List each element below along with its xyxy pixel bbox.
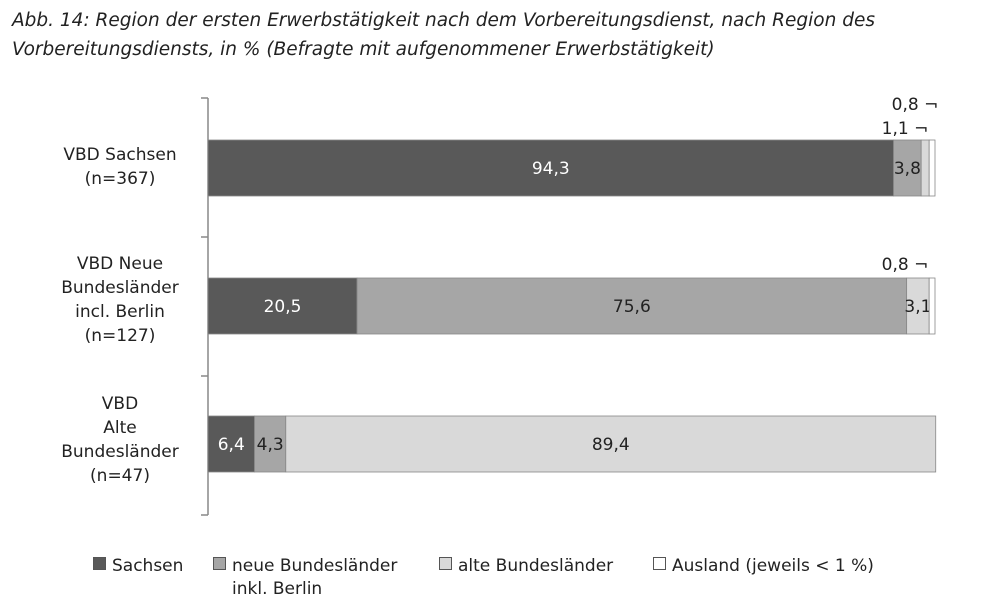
legend-label-line: neue Bundesländer bbox=[232, 556, 398, 576]
legend-item: Ausland (jeweils < 1 %) bbox=[653, 555, 874, 578]
category-label-line: (n=367) bbox=[84, 169, 156, 189]
category-label-line: Bundesländer bbox=[61, 442, 179, 462]
category-label-line: incl. Berlin bbox=[75, 302, 165, 322]
legend-swatch bbox=[213, 557, 226, 570]
data-label: 6,4 bbox=[218, 435, 245, 455]
legend-label: alte Bundesländer bbox=[458, 555, 613, 578]
bar-segment bbox=[928, 277, 936, 335]
category-label-line: Bundesländer bbox=[61, 278, 179, 298]
legend-label-line: alte Bundesländer bbox=[458, 556, 614, 576]
chart-title: Abb. 14: Region der ersten Erwerbstätigk… bbox=[12, 10, 875, 60]
legend-swatch bbox=[653, 557, 666, 570]
legend-swatch bbox=[93, 557, 106, 570]
bar-segment bbox=[207, 139, 894, 197]
bar-segment bbox=[285, 415, 937, 473]
category-label-line: VBD Sachsen bbox=[63, 145, 177, 165]
data-label: 89,4 bbox=[592, 435, 630, 455]
data-label: 3,8 bbox=[894, 159, 921, 179]
legend-label-line: Sachsen bbox=[112, 556, 184, 576]
data-label: 4,3 bbox=[257, 435, 284, 455]
data-label: 75,6 bbox=[613, 297, 651, 317]
data-label-callout: 0,8 ¬ bbox=[892, 95, 939, 115]
category-label-line: (n=47) bbox=[90, 466, 150, 486]
data-label-callout: 1,1 ¬ bbox=[882, 119, 929, 139]
category-label-line: Alte bbox=[103, 418, 137, 438]
category-label-line: VBD bbox=[101, 394, 139, 414]
bar-segment bbox=[207, 415, 255, 473]
category-label-line: (n=127) bbox=[84, 326, 156, 346]
category-label: VBD Sachsen (n=367) bbox=[35, 143, 205, 191]
bar-segment bbox=[920, 139, 930, 197]
legend-label-line: Ausland (jeweils < 1 %) bbox=[672, 556, 874, 576]
legend-swatch bbox=[439, 557, 452, 570]
category-label: VBD Neue Bundesländer incl. Berlin (n=127) bbox=[35, 252, 205, 348]
category-label: VBD Alte Bundesländer (n=47) bbox=[35, 392, 205, 488]
legend-label: neue Bundesländer inkl. Berlin bbox=[232, 555, 397, 601]
legend-label: Sachsen bbox=[112, 555, 183, 578]
legend-item: neue Bundesländer inkl. Berlin bbox=[213, 555, 397, 601]
bar-segment bbox=[356, 277, 908, 335]
legend-item: alte Bundesländer bbox=[439, 555, 613, 578]
data-label-callout: 0,8 ¬ bbox=[882, 255, 929, 275]
bar-segment bbox=[928, 139, 936, 197]
category-label-line: VBD Neue bbox=[76, 254, 164, 274]
legend-label-line: inkl. Berlin bbox=[232, 579, 323, 599]
bar-segment bbox=[207, 277, 358, 335]
bar-segment bbox=[893, 139, 922, 197]
data-label: 3,1 bbox=[904, 297, 931, 317]
data-label: 94,3 bbox=[532, 159, 570, 179]
data-label: 20,5 bbox=[264, 297, 302, 317]
legend-label: Ausland (jeweils < 1 %) bbox=[672, 555, 874, 578]
legend-item: Sachsen bbox=[93, 555, 183, 578]
bar-segment bbox=[254, 415, 287, 473]
